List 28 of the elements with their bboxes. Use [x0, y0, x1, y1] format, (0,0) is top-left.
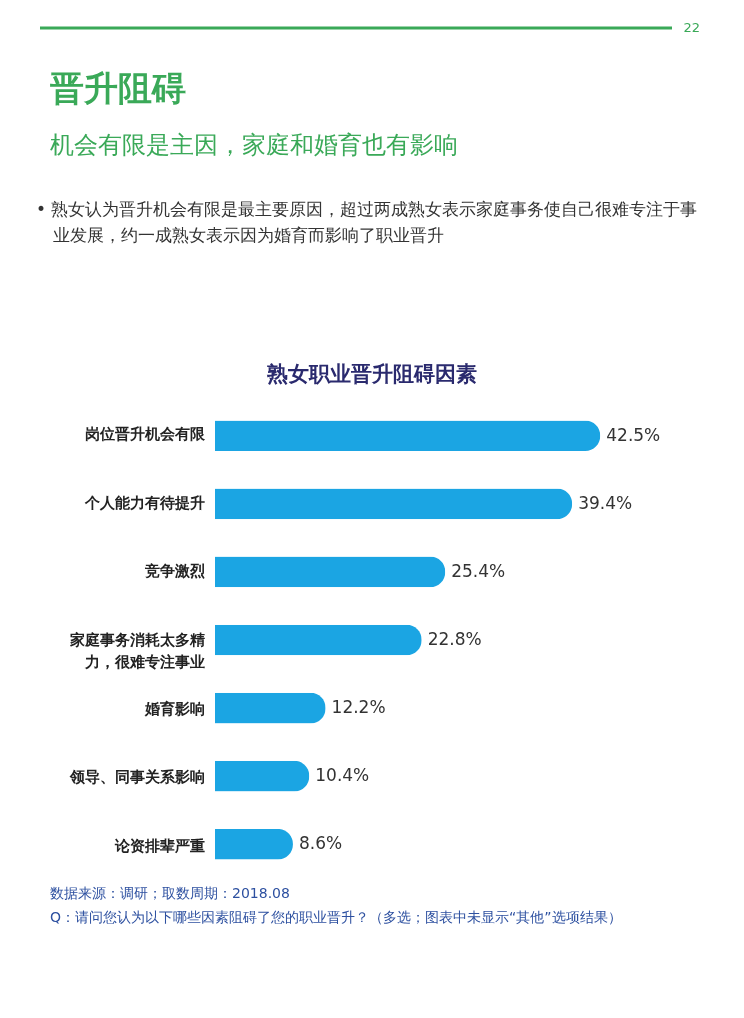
y-tick-label: 领导、同事关系影响 [69, 768, 205, 787]
chart-title: 熟女职业晋升阻碍因素 [266, 362, 477, 386]
data-label: 22.8% [427, 629, 482, 649]
data-label: 10.4% [315, 765, 370, 786]
data-label: 8.6% [298, 833, 343, 854]
y-tick-label: 个人能力有待提升 [84, 493, 205, 512]
bar [215, 760, 310, 792]
text: 22 [683, 20, 700, 35]
data-label: 12.2% [331, 697, 386, 718]
bar [215, 624, 422, 656]
bar [215, 692, 326, 724]
y-tick-label: 论资排辈严重 [114, 836, 205, 855]
y-tick-label: 竞争激烈 [144, 562, 205, 581]
bar [215, 828, 293, 860]
data-label: 39.4% [578, 492, 633, 513]
data-label: 25.4% [451, 560, 506, 581]
y-tick-label: 家庭事务消耗太多精力，很难专注事业 [69, 631, 205, 671]
bar [215, 420, 601, 452]
bar [215, 556, 446, 588]
text: Q：请问您认为以下哪些因素阻碍了您的职业晋升？（多选；图表中未显示“其他”选项结果） [50, 909, 622, 925]
y-tick-label: 岗位晋升机会有限 [85, 425, 206, 444]
source-note: 数据来源：调研；取数周期：2018.08 [50, 885, 290, 901]
data-label: 42.5% [606, 424, 661, 445]
text: • 熟女认为晋升机会有限是最主要原因，超过两成熟女表示家庭事务使自己很难专注于事业发展，约一成熟女表示因为婚育而影响了职业晋升 [36, 199, 698, 245]
bar [215, 488, 573, 520]
text: 机会有限是主因，家庭和婚育也有影响 [50, 131, 458, 159]
y-tick-label: 婚育影响 [144, 699, 205, 718]
text: 晋升阻碍 [50, 68, 186, 108]
